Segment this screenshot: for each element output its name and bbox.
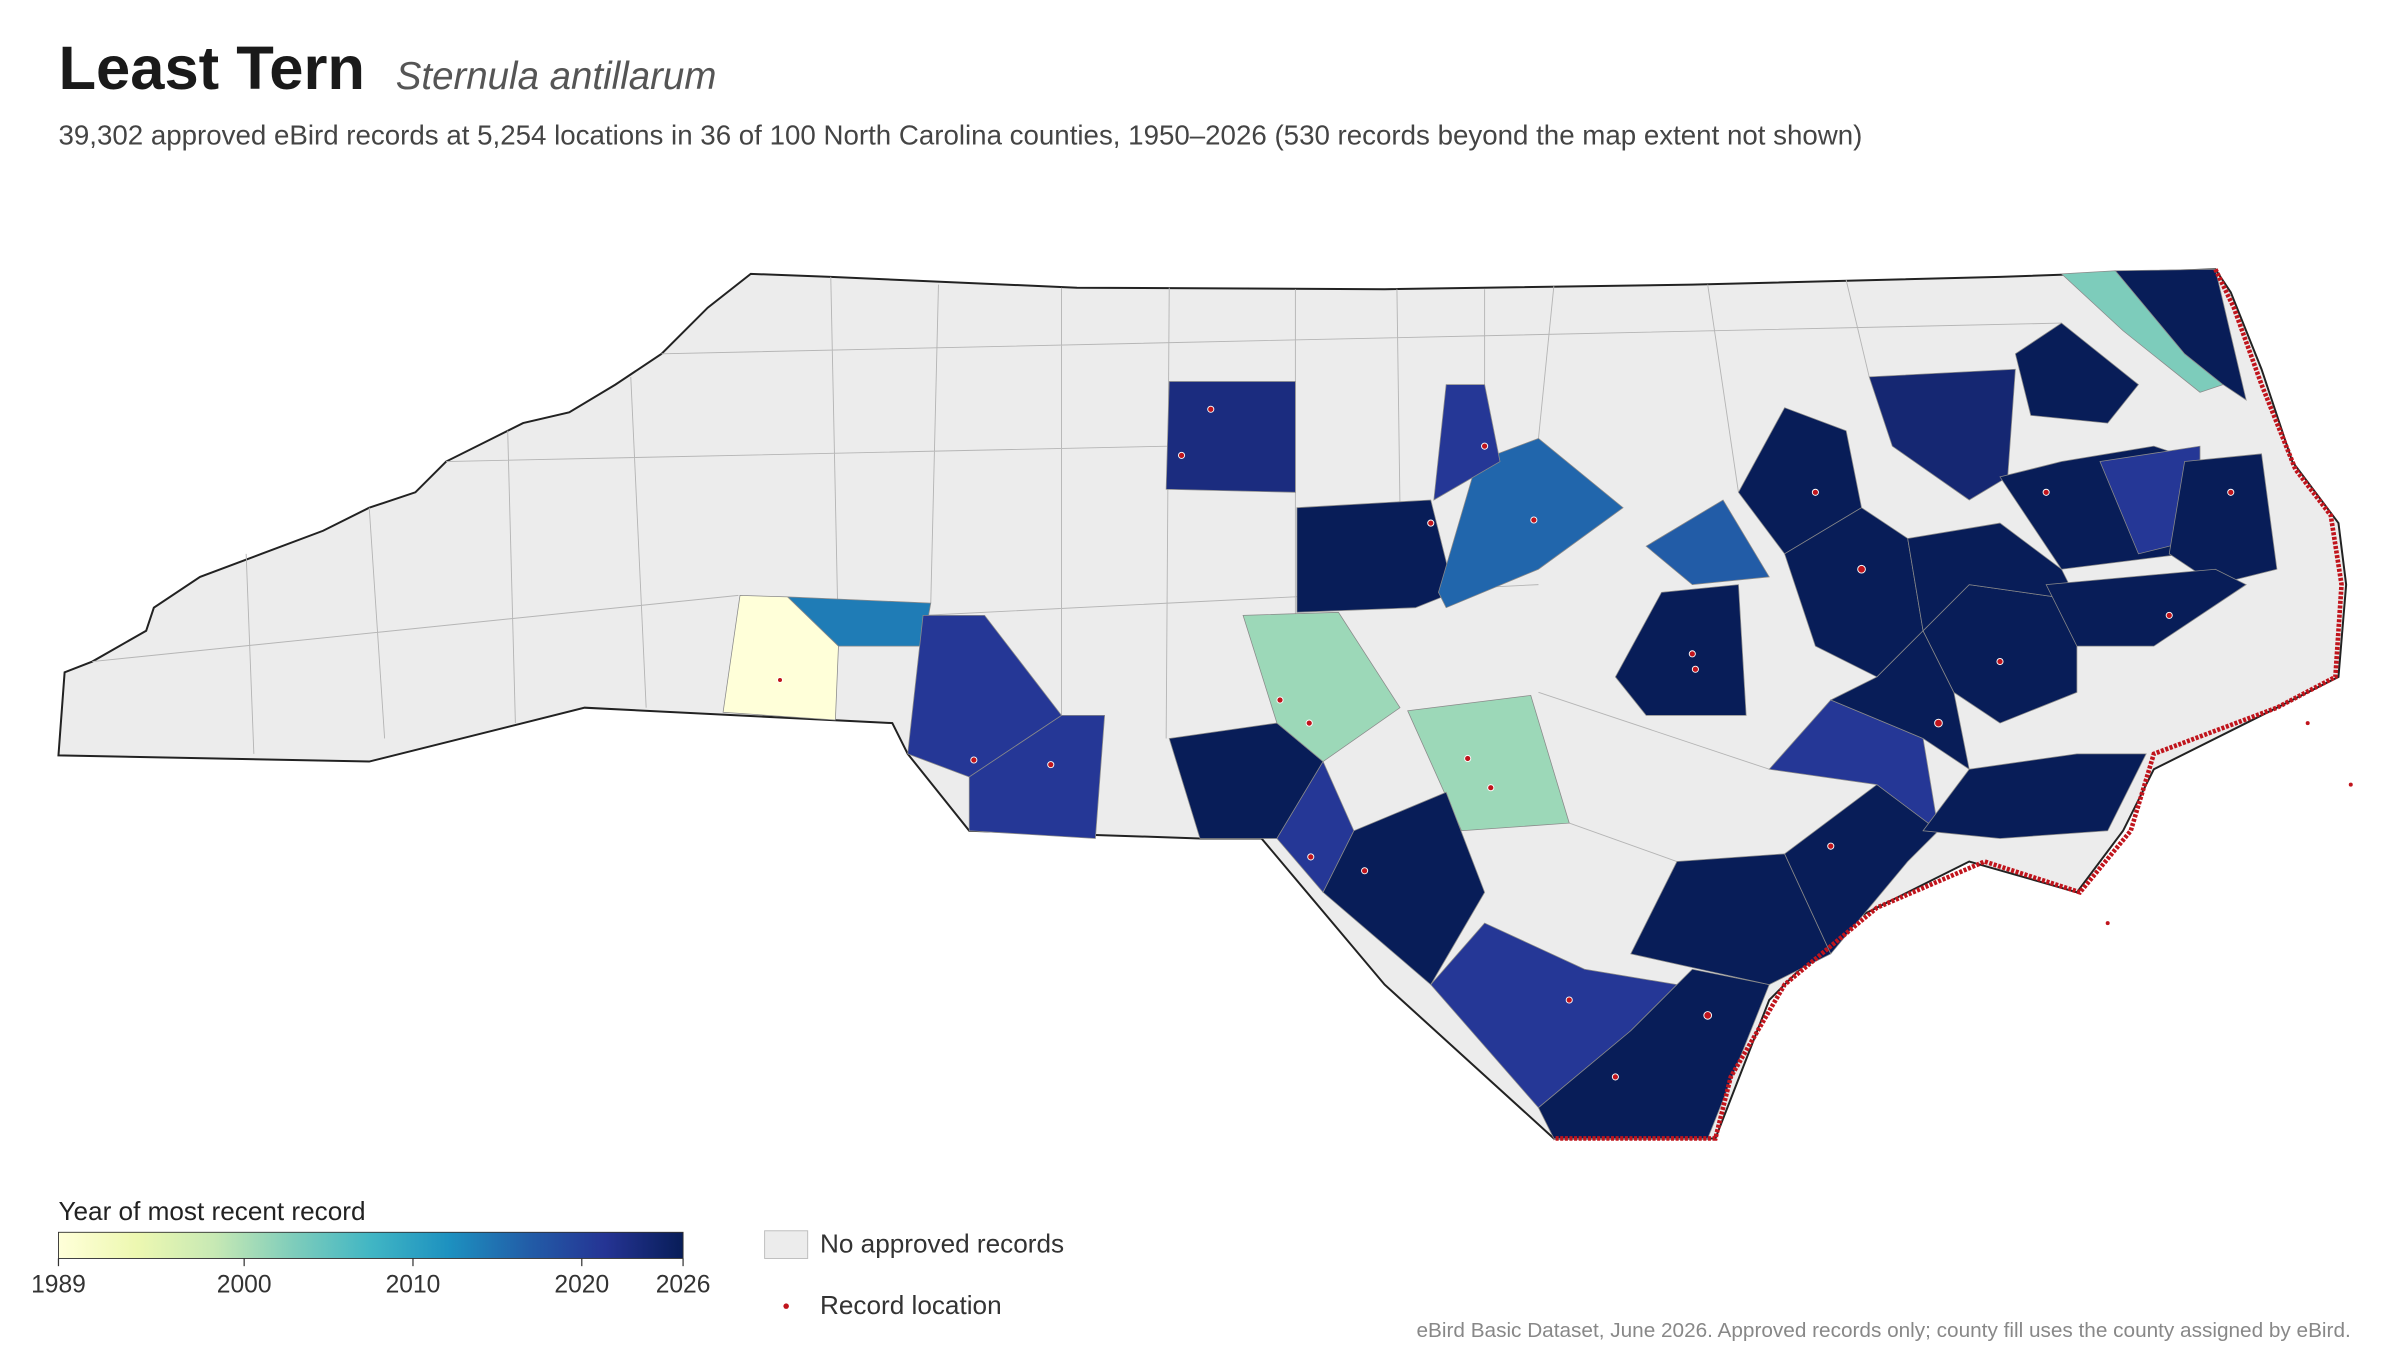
description: 39,302 approved eBird records at 5,254 l… bbox=[58, 120, 1862, 151]
coastal-records bbox=[1553, 268, 2344, 1141]
county bbox=[968, 714, 1106, 839]
legend-label: No approved records bbox=[820, 1228, 1064, 1258]
subtitle: Sternula antillarum bbox=[396, 55, 717, 98]
colorbar-ticks: 1989 2000 2010 2020 2026 bbox=[31, 1258, 710, 1298]
county bbox=[2045, 568, 2247, 647]
footer: eBird Basic Dataset, June 2026. Approved… bbox=[1416, 1319, 2350, 1342]
colorbar-tick-label: 2020 bbox=[554, 1271, 609, 1298]
counties bbox=[722, 268, 2278, 1139]
record-swatch bbox=[783, 1303, 789, 1309]
county bbox=[722, 594, 839, 721]
county bbox=[1738, 407, 1862, 555]
colorbar-tick-label: 2026 bbox=[656, 1271, 711, 1298]
legend-label: Record location bbox=[820, 1290, 1002, 1320]
colorbar-tick-label: 2000 bbox=[217, 1271, 272, 1298]
colorbar-title: Year of most recent record bbox=[58, 1196, 365, 1226]
inland-records bbox=[777, 405, 2354, 1081]
colorbar-tick-label: 1989 bbox=[31, 1271, 86, 1298]
county bbox=[2114, 268, 2247, 401]
county bbox=[1433, 384, 1501, 501]
county bbox=[1242, 611, 1401, 763]
county bbox=[1614, 584, 1747, 716]
county bbox=[1784, 784, 1940, 955]
record-locations bbox=[777, 268, 2354, 1141]
county bbox=[1322, 791, 1486, 986]
no-record-swatch bbox=[764, 1230, 809, 1259]
county bbox=[2014, 322, 2140, 424]
county bbox=[2168, 453, 2278, 586]
colorbar-tick-label: 2010 bbox=[386, 1271, 441, 1298]
county bbox=[1768, 699, 1939, 832]
county bbox=[1922, 753, 2147, 839]
county bbox=[1645, 499, 1770, 586]
title: Least Tern bbox=[58, 34, 365, 103]
county bbox=[1868, 368, 2016, 501]
colorbar bbox=[58, 1231, 684, 1259]
county bbox=[1296, 499, 1455, 613]
county bbox=[1165, 381, 1296, 493]
